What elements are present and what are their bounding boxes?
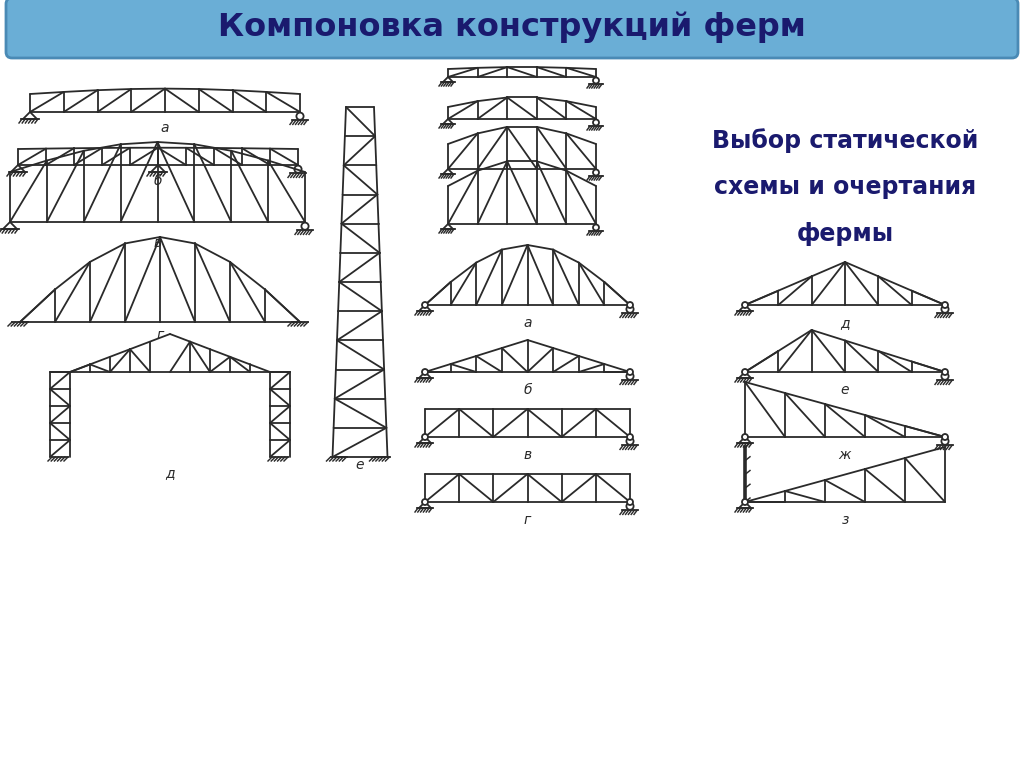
Text: б: б	[154, 174, 162, 188]
Text: г: г	[157, 328, 164, 342]
Text: а: а	[523, 316, 531, 330]
Circle shape	[422, 434, 428, 440]
Text: ж: ж	[839, 448, 851, 462]
Circle shape	[942, 369, 948, 375]
Circle shape	[422, 369, 428, 375]
Circle shape	[627, 434, 633, 440]
Circle shape	[627, 302, 633, 308]
Text: Выбор статической
схемы и очертания
фермы: Выбор статической схемы и очертания ферм…	[712, 128, 978, 246]
Circle shape	[627, 369, 633, 375]
Circle shape	[422, 499, 428, 505]
Circle shape	[742, 499, 748, 505]
Text: д: д	[165, 466, 175, 480]
Text: Компоновка конструкций ферм: Компоновка конструкций ферм	[218, 12, 806, 43]
Text: в: в	[523, 448, 531, 462]
Circle shape	[742, 434, 748, 440]
Circle shape	[942, 302, 948, 308]
Circle shape	[742, 302, 748, 308]
Text: е: е	[841, 383, 849, 397]
Text: в: в	[154, 236, 162, 250]
Text: з: з	[842, 513, 849, 527]
Text: б: б	[523, 383, 531, 397]
Circle shape	[627, 499, 633, 505]
Text: е: е	[355, 458, 365, 472]
Circle shape	[742, 369, 748, 375]
Text: д: д	[840, 316, 850, 330]
Circle shape	[422, 302, 428, 308]
Circle shape	[942, 434, 948, 440]
FancyBboxPatch shape	[6, 0, 1018, 58]
Text: а: а	[161, 121, 169, 135]
Text: г: г	[524, 513, 531, 527]
